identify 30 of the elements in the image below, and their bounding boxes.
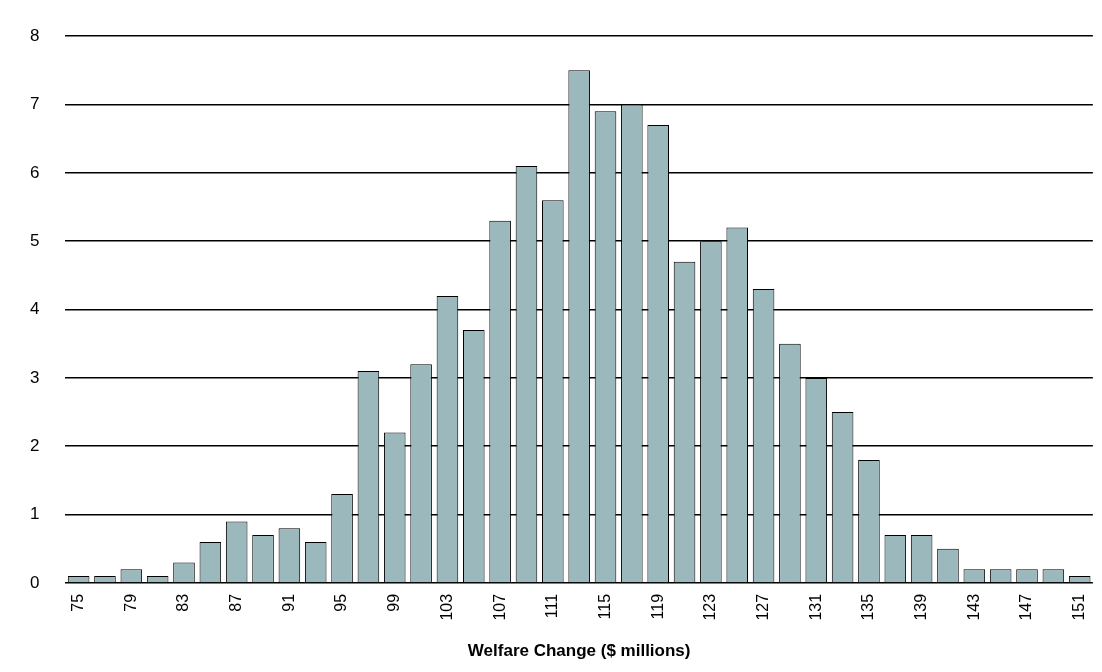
x-tick-label: 87 [227,593,245,612]
x-tick-label: 111 [543,593,561,619]
y-tick-label: 4 [29,299,40,319]
x-tick-label: 75 [69,593,87,612]
x-tick-label: 123 [701,593,719,621]
y-tick-label: 2 [29,435,40,455]
x-tick-label: 79 [121,593,139,612]
y-tick-label: 5 [29,230,40,250]
x-tick-label: 135 [859,593,877,621]
x-tick-label: 131 [806,593,824,621]
x-tick-label: 99 [385,593,403,612]
x-tick-label: 91 [279,593,297,612]
y-tick-label: 6 [29,162,40,182]
x-tick-label: 107 [490,593,508,621]
x-tick-label: 151 [1070,593,1088,621]
y-tick-label: 3 [29,367,40,387]
x-tick-label: 147 [1017,593,1035,621]
y-tick-label: 0 [29,572,40,592]
y-tick-label: 8 [29,25,40,45]
x-tick-label: 139 [912,593,930,621]
x-tick-label: 103 [437,593,455,621]
x-tick-label: 119 [648,593,666,620]
x-tick-label: 115 [595,593,613,620]
x-tick-label: 143 [964,593,982,621]
x-tick-label: 95 [332,593,350,612]
x-axis-title: Welfare Change ($ millions) [467,641,691,661]
x-tick-label: 127 [753,593,771,621]
y-tick-label: 7 [29,94,40,114]
y-tick-label: 1 [29,504,40,524]
x-tick-label: 83 [174,593,192,612]
